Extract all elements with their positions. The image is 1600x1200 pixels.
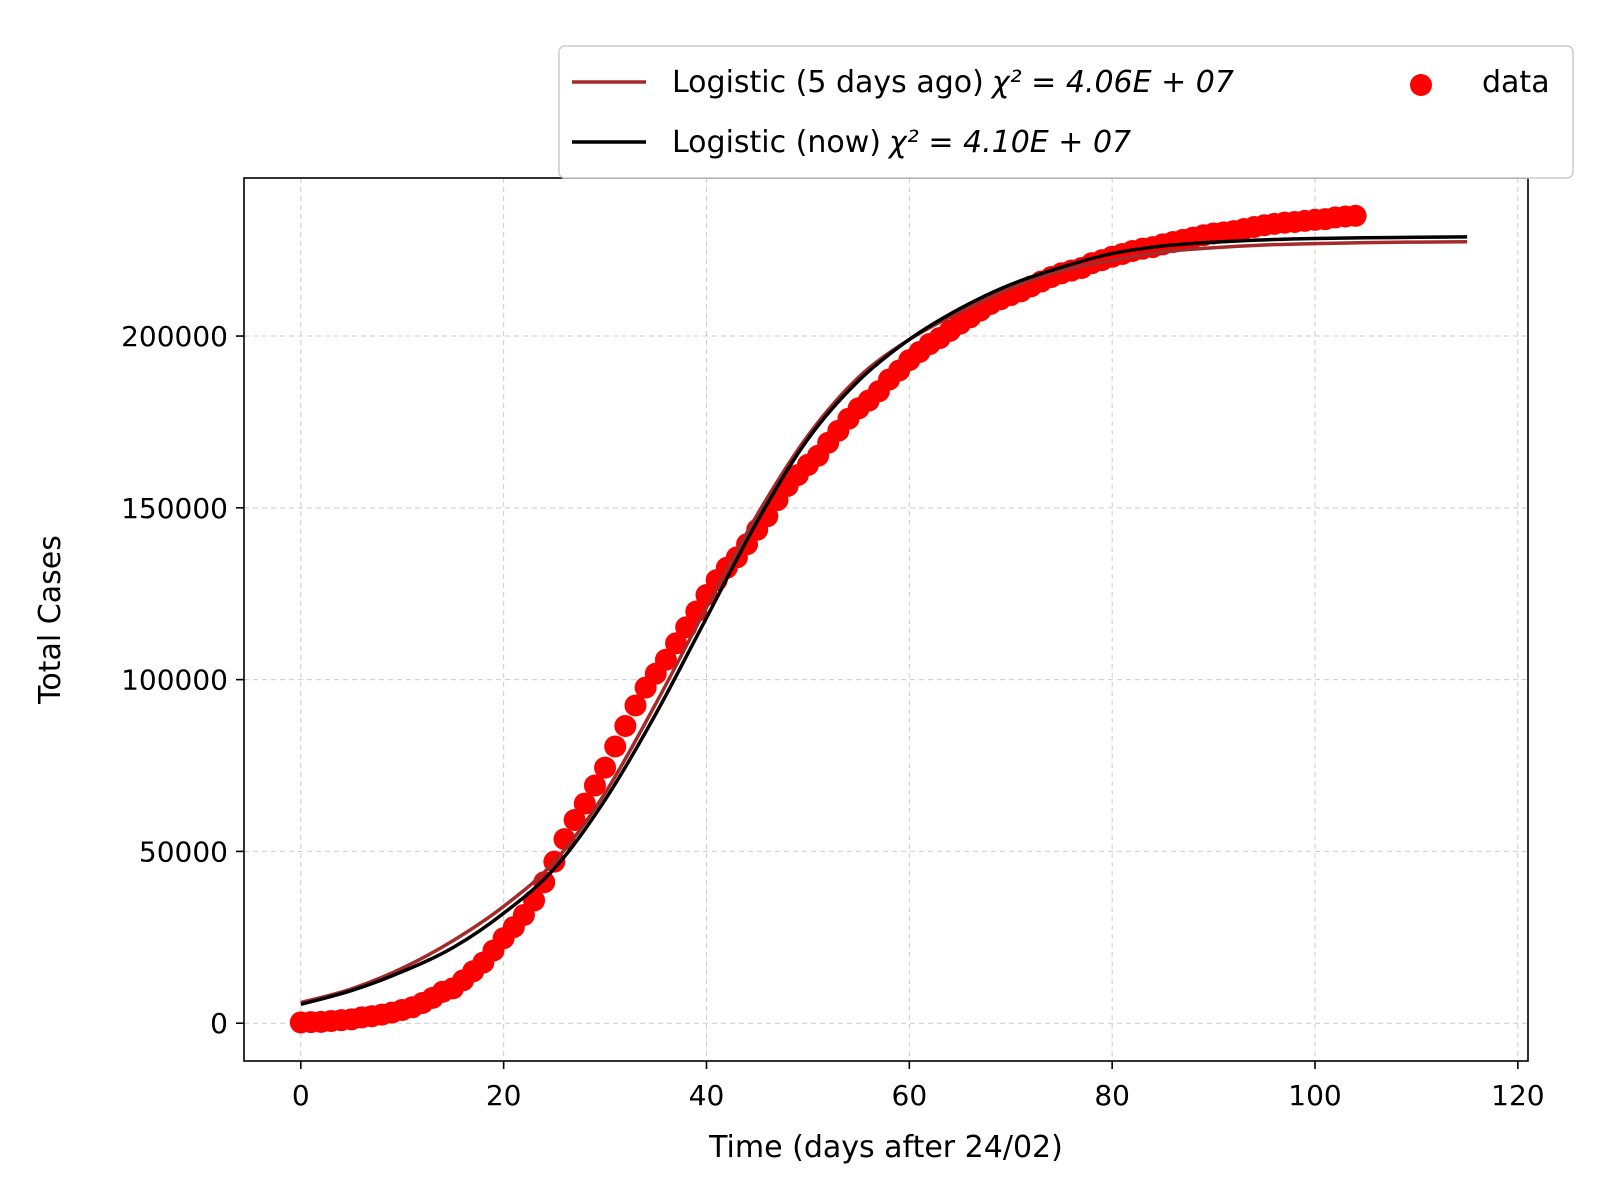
y-axis-label: Total Cases (33, 535, 68, 705)
legend-marker-data (1410, 74, 1432, 96)
ticks: 0 20 40 60 80 100 120 0 50000 100000 150000 200000 (121, 320, 1544, 1112)
grid (244, 178, 1528, 1061)
legend-label-data: data (1482, 65, 1550, 100)
data-point (654, 648, 677, 671)
x-tick-label: 40 (689, 1079, 725, 1112)
data-point (563, 809, 586, 832)
series-line-logistic-now (300, 235, 1468, 1006)
y-tick-label: 100000 (121, 664, 228, 697)
series-layer (289, 204, 1468, 1034)
legend-name-logistic-5-days-ago: Logistic (5 days ago) (672, 65, 984, 100)
y-tick-label: 50000 (139, 835, 228, 868)
data-point (583, 774, 606, 797)
x-tick-label: 60 (892, 1079, 928, 1112)
x-tick-label: 120 (1491, 1079, 1544, 1112)
x-tick-label: 0 (292, 1079, 310, 1112)
y-tick-label: 0 (210, 1007, 228, 1040)
x-axis-label: Time (days after 24/02) (708, 1130, 1063, 1165)
legend-name-logistic-now: Logistic (now) (672, 125, 881, 160)
legend-label-logistic-now: Logistic (now) χ² = 4.10E + 07 (672, 125, 1131, 160)
data-point (614, 715, 637, 738)
legend-chi2-logistic-now: χ² = 4.10E + 07 (887, 125, 1131, 160)
legend-box (558, 45, 1574, 179)
data-point (594, 756, 617, 779)
y-tick-label: 200000 (121, 320, 228, 353)
data-point (573, 792, 596, 815)
data-point (665, 632, 688, 655)
legend-label-logistic-5-days-ago: Logistic (5 days ago) χ² = 4.06E + 07 (672, 65, 1234, 100)
x-tick-label: 80 (1094, 1079, 1130, 1112)
data-point (1344, 204, 1367, 227)
x-tick-label: 20 (486, 1079, 522, 1112)
legend: Logistic (5 days ago) χ² = 4.06E + 07 Log… (558, 45, 1574, 179)
data-point (604, 735, 627, 758)
y-tick-label: 150000 (121, 492, 228, 525)
data-point (624, 694, 647, 717)
legend-chi2-logistic-5-days-ago: χ² = 4.06E + 07 (990, 65, 1234, 100)
series-line-logistic-5-days-ago (300, 239, 1468, 1005)
x-tick-label: 100 (1288, 1079, 1341, 1112)
